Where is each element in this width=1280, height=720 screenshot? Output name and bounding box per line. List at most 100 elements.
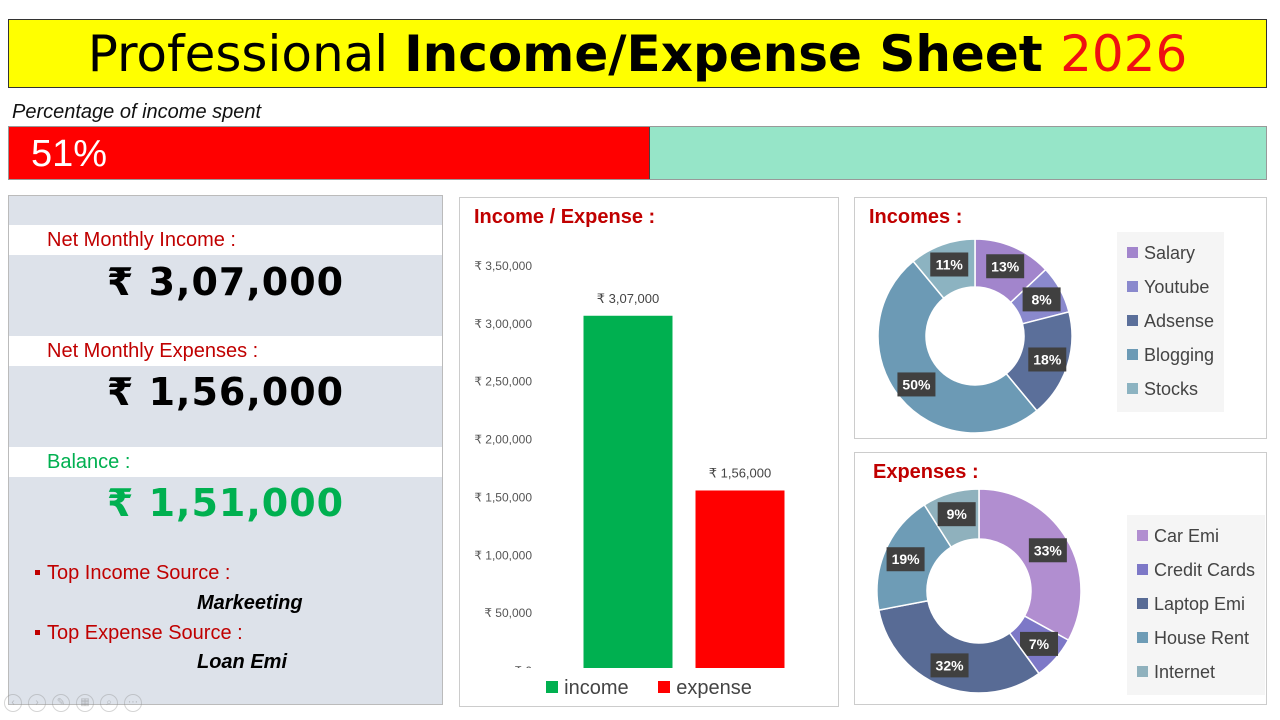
legend-income-label: income [564,677,629,699]
legend-income: income [546,677,629,699]
slice-value-label: 7% [1020,631,1059,656]
legend-item-blogging: Blogging [1127,340,1214,374]
percent-spent-bar: 51% [8,126,1267,180]
legend-swatch [1127,382,1138,394]
slice-label-text: 19% [892,551,921,567]
slice-label-bg [937,502,976,527]
legend-swatch [1137,665,1148,677]
slice-label-bg [1028,347,1067,372]
bar-income [583,315,673,668]
bar-value-label: ₹ 3,07,000 [597,291,660,306]
legend-label: Laptop Emi [1154,594,1246,614]
legend-swatch [1137,563,1148,575]
slice-car-emi [978,488,1082,642]
incomes-donut: 13% 8% 18% 50% 11% [877,238,1073,434]
slice-value-label: 13% [986,254,1025,279]
slice-label-bg [1022,287,1061,312]
bar-value-label: ₹ 1,56,000 [709,465,772,480]
slice-label-bg [986,254,1025,279]
more-icon[interactable]: ⋯ [124,694,142,712]
presentation-toolbar[interactable]: ‹ › ✎ ▦ ⌕ ⋯ [4,694,142,716]
legend-item-youtube: Youtube [1127,272,1214,306]
slice-laptop-emi [877,599,1041,694]
expenses-chart: Expenses : 33% 7% 32% 19% 9% Car Emi Credit C… [854,452,1267,705]
top-income-source-label: Top Income Source : [34,562,231,584]
y-tick-label: ₹ 1,00,000 [474,548,532,562]
legend-label: Blogging [1144,345,1215,365]
legend-swatch [1127,280,1138,292]
slice-label-text: 13% [991,258,1020,274]
legend-item-adsense: Adsense [1127,306,1214,340]
income-expense-chart: Income / Expense : ₹ 0 ₹ 50,000 ₹ 1,00,000… [459,197,839,707]
expenses-donut: 33% 7% 32% 19% 9% [876,488,1082,694]
y-tick-label: ₹ 50,000 [484,606,532,620]
slice-label-bg [1028,538,1067,563]
slice-label-text: 7% [1029,636,1050,652]
legend-label: Youtube [1144,277,1210,297]
top-expense-source-value: Loan Emi [197,651,288,673]
legend-item-laptop-emi: Laptop Emi [1137,589,1255,623]
legend-swatch [1127,314,1138,326]
slice-value-label: 32% [930,653,969,678]
incomes-chart: Incomes : 13% 8% 18% 50% 11% Salary Youtube Ad… [854,197,1267,439]
next-icon[interactable]: › [28,694,46,712]
sheet-title: Professional Income/Expense Sheet 2026 [8,19,1267,88]
net-expenses-value: ₹ 1,56,000 [106,370,345,414]
slice-value-label: 50% [897,372,936,397]
bar-chart-legend: income expense [460,677,838,700]
slice-value-label: 19% [886,547,925,572]
slice-value-label: 9% [937,502,976,527]
legend-label: Car Emi [1154,526,1220,546]
legend-swatch [1137,597,1148,609]
slides-icon[interactable]: ▦ [76,694,94,712]
prev-icon[interactable]: ‹ [4,694,22,712]
y-tick-label: ₹ 3,00,000 [474,317,532,331]
balance-value: ₹ 1,51,000 [106,481,345,525]
zoom-icon[interactable]: ⌕ [100,694,118,712]
expenses-chart-title: Expenses : [873,461,979,483]
slice-label-bg [930,653,969,678]
y-tick-label: ₹ 3,50,000 [474,259,532,273]
title-part-plain: Professional [87,25,405,83]
slice-label-bg [1020,631,1059,656]
slice-label-text: 9% [947,506,968,522]
legend-label: Internet [1154,662,1216,682]
percent-spent-label: Percentage of income spent [12,101,262,123]
pen-icon[interactable]: ✎ [52,694,70,712]
legend-income-swatch [546,680,559,693]
slice-value-label: 33% [1028,538,1067,563]
legend-swatch [1127,348,1138,360]
slice-value-label: 8% [1022,287,1061,312]
legend-label: Salary [1144,243,1196,263]
bar-chart-title: Income / Expense : [474,206,656,228]
title-part-bold: Income/Expense Sheet [404,25,1061,83]
slice-value-label: 18% [1028,347,1067,372]
summary-panel: Net Monthly Income : ₹ 3,07,000 Net Mont… [8,195,443,705]
y-tick-label: ₹ 0 [514,664,532,668]
legend-label: House Rent [1154,628,1250,648]
y-tick-label: ₹ 2,00,000 [474,433,532,447]
legend-swatch [1137,631,1148,643]
slice-label-text: 18% [1033,351,1062,367]
legend-item-house-rent: House Rent [1137,623,1255,657]
legend-expense-label: expense [676,677,752,699]
net-income-value: ₹ 3,07,000 [106,260,345,304]
bar-chart-plot: ₹ 0 ₹ 50,000 ₹ 1,00,000 ₹ 1,50,000 ₹ 2,00,00… [474,259,785,668]
slice-label-bg [886,547,925,572]
balance-label: Balance : [9,447,442,477]
top-expense-source-label: Top Expense Source : [35,622,243,644]
legend-swatch [1137,529,1148,541]
slice-label-text: 8% [1031,291,1052,307]
title-year: 2026 [1060,25,1188,83]
percent-spent-value: 51% [31,133,108,175]
legend-item-car-emi: Car Emi [1137,521,1255,555]
y-tick-label: ₹ 1,50,000 [474,490,532,504]
top-income-source-value: Markeeting [197,592,303,614]
legend-label: Credit Cards [1154,560,1256,580]
net-income-label: Net Monthly Income : [9,225,442,255]
legend-expense: expense [658,677,752,699]
legend-expense-swatch [658,680,671,693]
incomes-chart-title: Incomes : [869,206,963,228]
legend-label: Stocks [1144,379,1199,399]
net-expenses-label: Net Monthly Expenses : [9,336,442,366]
